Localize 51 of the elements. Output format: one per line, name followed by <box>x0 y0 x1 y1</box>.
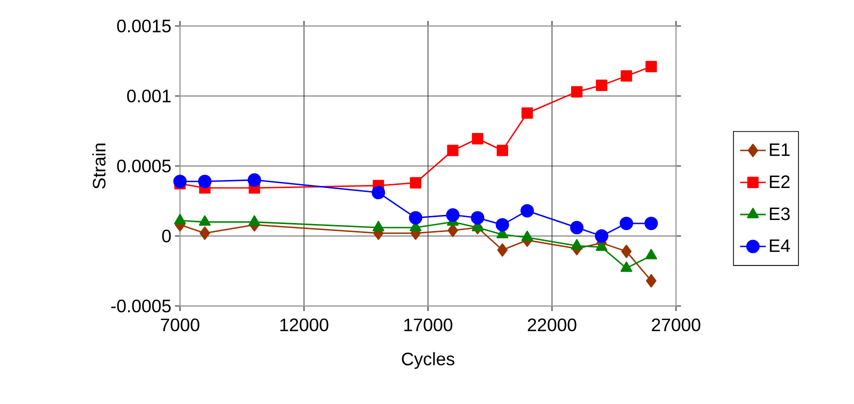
point <box>620 216 634 230</box>
point <box>447 144 459 156</box>
point <box>644 216 658 230</box>
point <box>520 204 534 218</box>
point <box>198 215 211 226</box>
point <box>570 220 584 234</box>
point <box>620 261 632 272</box>
point <box>448 224 458 238</box>
legend-label: E4 <box>770 240 790 252</box>
point <box>446 208 460 222</box>
point <box>472 132 484 144</box>
point <box>248 173 262 187</box>
point <box>173 174 187 188</box>
point <box>248 215 260 226</box>
point <box>646 274 656 288</box>
point <box>571 86 582 98</box>
point <box>646 60 657 72</box>
point <box>521 230 534 242</box>
y-tick-label: 0.001 <box>127 90 171 102</box>
point <box>496 144 508 156</box>
point <box>570 239 583 250</box>
x-tick-label: 17000 <box>404 318 452 332</box>
x-axis-title: Cycles <box>402 352 454 369</box>
x-tick-label: 7000 <box>160 318 200 332</box>
y-axis-title: Strain <box>92 144 106 189</box>
x-tick-label: 12000 <box>280 318 328 332</box>
point <box>496 218 510 232</box>
point <box>594 229 608 243</box>
y-tick-label: 0.0015 <box>117 20 171 32</box>
point <box>174 214 186 224</box>
point <box>522 107 533 119</box>
y-tick-label: -0.0005 <box>111 300 171 312</box>
point <box>497 243 508 257</box>
x-tick-label: 22000 <box>528 318 576 332</box>
point <box>621 244 632 258</box>
point <box>198 174 212 188</box>
point <box>200 226 210 240</box>
y-tick-label: 0 <box>162 230 171 242</box>
point <box>372 220 384 232</box>
x-tick-label: 27000 <box>652 318 700 332</box>
point <box>410 177 422 188</box>
y-tick-label: 0.0005 <box>117 160 171 172</box>
point <box>470 211 484 224</box>
legend-label: E2 <box>770 175 790 188</box>
point <box>372 186 386 200</box>
legend-label: E1 <box>770 144 790 156</box>
point <box>645 248 658 260</box>
point <box>620 70 632 82</box>
legend-label: E3 <box>770 207 790 220</box>
point <box>596 80 608 92</box>
point <box>408 211 422 224</box>
